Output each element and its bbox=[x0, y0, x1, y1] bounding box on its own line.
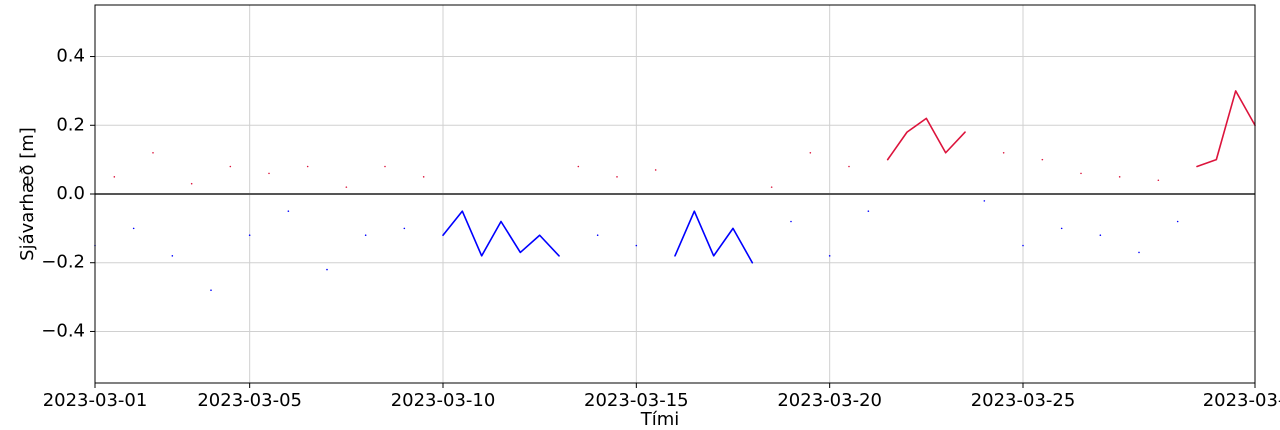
x-tick-label: 2023-03-10 bbox=[391, 390, 496, 411]
x-tick-label: 2023-03-25 bbox=[971, 390, 1076, 411]
y-tick-label: 0.0 bbox=[56, 183, 85, 204]
x-axis-label: Tími bbox=[640, 409, 680, 430]
x-tick-label: 2023-03-20 bbox=[777, 390, 882, 411]
x-tick-label: 2023-03-31 bbox=[1203, 390, 1280, 411]
x-tick-label: 2023-03-15 bbox=[584, 390, 689, 411]
line-segment bbox=[1196, 90, 1256, 168]
x-tick-label: 2023-03-01 bbox=[43, 390, 148, 411]
y-tick-label: −0.2 bbox=[41, 252, 85, 273]
y-tick-label: 0.4 bbox=[56, 46, 85, 67]
line-segment bbox=[442, 210, 560, 257]
y-tick-label: −0.4 bbox=[41, 320, 85, 341]
line-segment bbox=[886, 117, 966, 161]
y-axis-label: Sjávarhæð [m] bbox=[17, 127, 38, 261]
plot-frame bbox=[94, 4, 1256, 384]
y-tick-label: 0.2 bbox=[56, 114, 85, 135]
x-tick-label: 2023-03-05 bbox=[197, 390, 302, 411]
line-segment bbox=[674, 210, 754, 264]
